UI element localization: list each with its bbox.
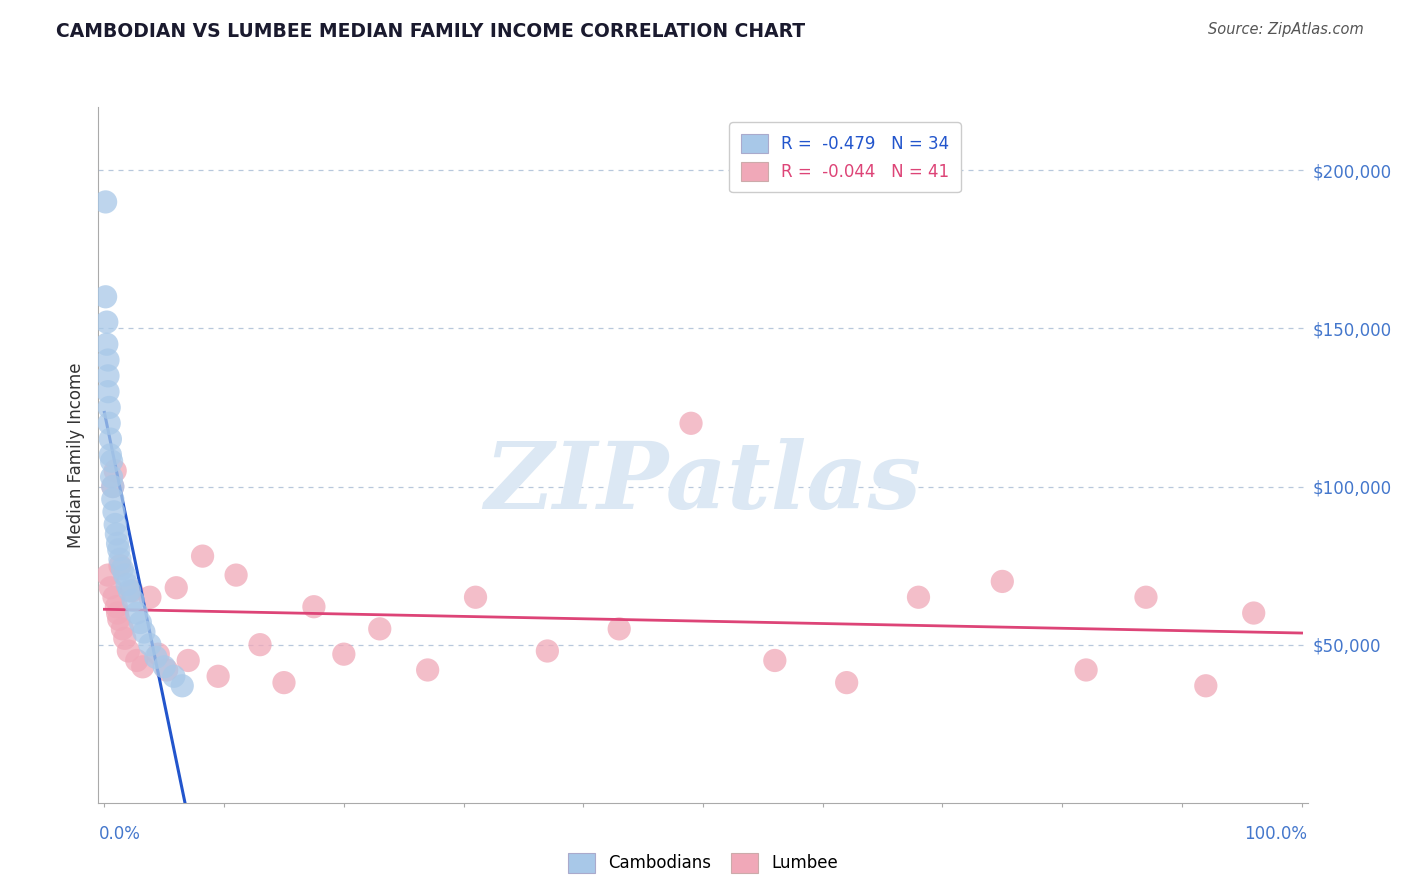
Point xyxy=(177,653,200,667)
Point xyxy=(100,470,122,484)
Point xyxy=(302,599,325,614)
Legend: Cambodians, Lumbee: Cambodians, Lumbee xyxy=(561,847,845,880)
Point xyxy=(139,591,162,605)
Point xyxy=(172,679,194,693)
Point xyxy=(991,574,1014,589)
Point xyxy=(115,577,138,591)
Point xyxy=(464,591,486,605)
Point xyxy=(125,653,148,667)
Point xyxy=(105,527,128,541)
Point xyxy=(163,669,186,683)
Point xyxy=(101,479,124,493)
Point xyxy=(679,417,702,431)
Point xyxy=(121,583,143,598)
Point xyxy=(100,581,122,595)
Text: Source: ZipAtlas.com: Source: ZipAtlas.com xyxy=(1208,22,1364,37)
Point xyxy=(107,612,129,626)
Point xyxy=(145,650,167,665)
Point xyxy=(125,606,148,620)
Point xyxy=(104,464,127,478)
Y-axis label: Median Family Income: Median Family Income xyxy=(67,362,86,548)
Point xyxy=(273,675,295,690)
Point xyxy=(98,417,121,431)
Point xyxy=(191,549,214,563)
Point xyxy=(100,454,122,468)
Point xyxy=(416,663,439,677)
Point xyxy=(763,653,786,667)
Point xyxy=(139,638,162,652)
Point xyxy=(114,568,136,582)
Point xyxy=(107,542,129,557)
Point xyxy=(118,583,141,598)
Text: CAMBODIAN VS LUMBEE MEDIAN FAMILY INCOME CORRELATION CHART: CAMBODIAN VS LUMBEE MEDIAN FAMILY INCOME… xyxy=(56,22,806,41)
Point xyxy=(101,479,124,493)
Point xyxy=(207,669,229,683)
Point xyxy=(607,622,630,636)
Point xyxy=(98,401,121,415)
Point xyxy=(907,591,929,605)
Point xyxy=(129,615,152,630)
Point xyxy=(94,290,117,304)
Point xyxy=(96,315,118,329)
Text: ZIPatlas: ZIPatlas xyxy=(485,438,921,528)
Point xyxy=(100,432,122,446)
Point xyxy=(107,606,129,620)
Point xyxy=(153,660,176,674)
Point xyxy=(835,675,858,690)
Point xyxy=(165,581,187,595)
Point xyxy=(122,593,145,607)
Point xyxy=(108,558,131,573)
Point xyxy=(100,448,122,462)
Point xyxy=(96,337,118,351)
Point xyxy=(104,517,127,532)
Point xyxy=(536,644,558,658)
Point xyxy=(249,638,271,652)
Point xyxy=(97,368,120,383)
Point xyxy=(108,552,131,566)
Point xyxy=(117,644,139,658)
Point xyxy=(107,536,129,550)
Point xyxy=(101,492,124,507)
Point xyxy=(333,647,356,661)
Point xyxy=(105,599,128,614)
Point xyxy=(94,194,117,209)
Point xyxy=(103,505,125,519)
Point xyxy=(1135,591,1157,605)
Point xyxy=(97,568,120,582)
Point xyxy=(368,622,391,636)
Point xyxy=(225,568,247,582)
Point xyxy=(114,632,136,646)
Point xyxy=(97,353,120,368)
Point xyxy=(1074,663,1097,677)
Point xyxy=(103,591,125,605)
Point xyxy=(97,384,120,399)
Point xyxy=(111,622,134,636)
Text: 0.0%: 0.0% xyxy=(98,825,141,843)
Text: 100.0%: 100.0% xyxy=(1244,825,1308,843)
Point xyxy=(148,647,170,661)
Point xyxy=(132,625,155,640)
Point xyxy=(1195,679,1218,693)
Point xyxy=(1243,606,1265,620)
Point xyxy=(156,663,179,677)
Point xyxy=(111,562,134,576)
Point xyxy=(132,660,155,674)
Legend: R =  -0.479   N = 34, R =  -0.044   N = 41: R = -0.479 N = 34, R = -0.044 N = 41 xyxy=(730,122,960,193)
